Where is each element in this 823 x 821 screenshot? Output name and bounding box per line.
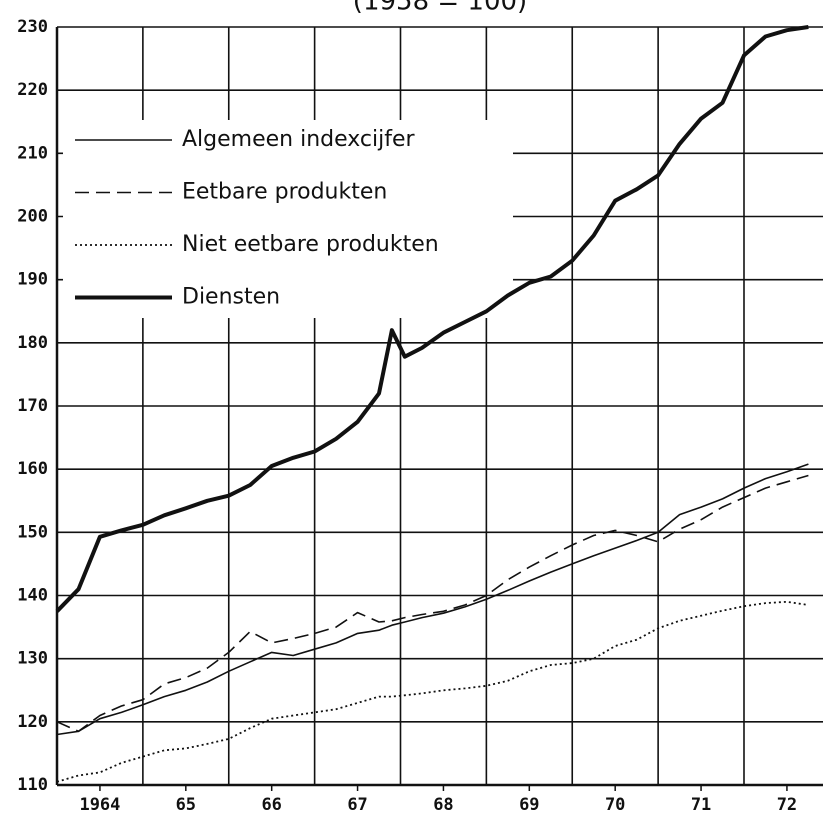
data-line — [56, 474, 809, 733]
x-tick-label: 70 — [605, 795, 625, 815]
data-line — [56, 600, 809, 783]
data-line — [55, 25, 809, 613]
y-tick-label: 150 — [17, 522, 48, 542]
y-tick-label: 230 — [17, 17, 48, 37]
legend-label: Diensten — [182, 285, 280, 310]
y-tick-label: 130 — [17, 649, 48, 669]
x-tick-label: 68 — [433, 795, 453, 815]
x-tick-label: 69 — [519, 795, 539, 815]
y-tick-label: 120 — [17, 712, 48, 732]
x-tick-label: 72 — [777, 795, 797, 815]
y-tick-label: 140 — [17, 586, 48, 606]
x-tick-label: 65 — [176, 795, 196, 815]
x-tick-label: 71 — [691, 795, 711, 815]
y-tick-label: 180 — [17, 333, 48, 353]
x-tick-label: 67 — [347, 795, 367, 815]
y-tick-label: 110 — [17, 775, 48, 795]
legend-label: Niet eetbare produkten — [182, 232, 439, 257]
chart-subtitle: (1958 = 100) — [353, 0, 527, 17]
x-tick-label: 1964 — [79, 795, 120, 815]
data-line — [56, 463, 809, 736]
x-tick-label: 66 — [261, 795, 281, 815]
y-tick-label: 220 — [17, 80, 48, 100]
legend-label: Eetbare produkten — [182, 180, 387, 205]
y-tick-label: 160 — [17, 459, 48, 479]
y-tick-label: 170 — [17, 396, 48, 416]
legend-label: Algemeen indexcijfer — [182, 127, 416, 152]
y-tick-label: 190 — [17, 270, 48, 290]
y-tick-label: 200 — [17, 207, 48, 227]
legend-box — [63, 120, 513, 318]
y-tick-label: 210 — [17, 143, 48, 163]
